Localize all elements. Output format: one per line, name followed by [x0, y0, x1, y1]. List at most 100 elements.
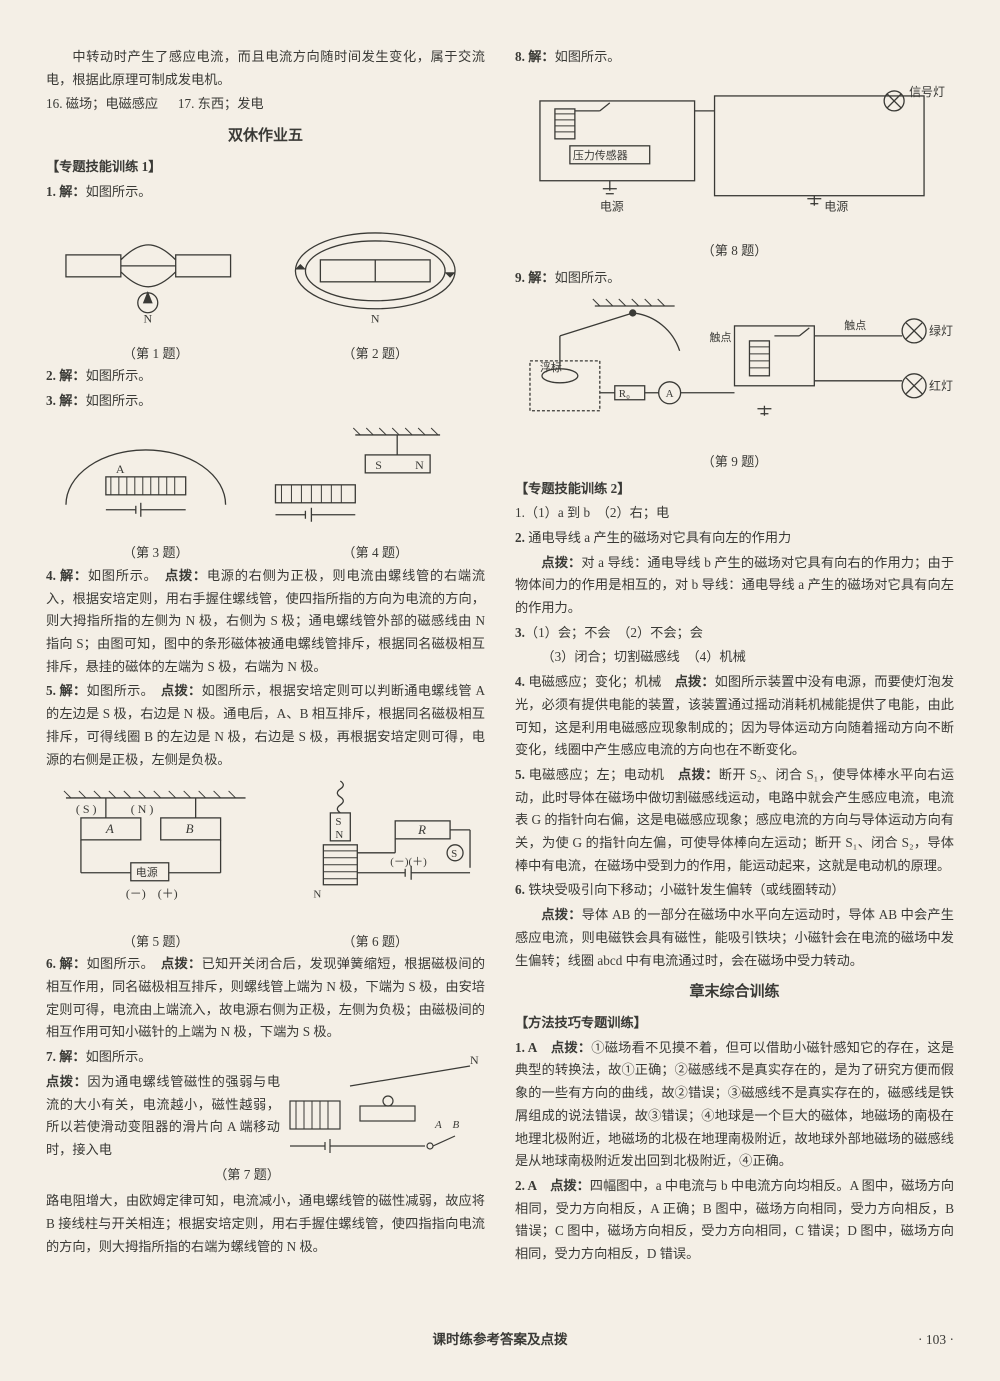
- svg-text:S: S: [375, 458, 382, 472]
- svg-text:电源: 电源: [136, 865, 158, 879]
- item-16-17: 16. 磁场；电磁感应 17. 东西；发电: [46, 93, 485, 116]
- r6-lead: 铁块受吸引向下移动；小磁针发生偏转（或线圈转动）: [528, 882, 845, 897]
- r-item-2: 2. 通电导线 a 产生的磁场对它具有向左的作用力: [515, 527, 954, 550]
- r-item-2-db: 点拨：对 a 导线：通电导线 b 产生的磁场对它具有向右的作用力；由于物体间力的…: [515, 552, 954, 620]
- item-6-label: 6. 解：: [46, 956, 87, 971]
- footer-title: 课时练参考答案及点拨: [126, 1328, 874, 1351]
- m1-label: 1. A: [515, 1040, 537, 1055]
- heading-skill1: 【专题技能训练 1】: [46, 156, 485, 179]
- r-item-4: 4. 电磁感应；变化；机械 点拨：如图所示装置中没有电源，而要使灯泡发光，必须有…: [515, 671, 954, 762]
- svg-text:电源: 电源: [600, 199, 624, 213]
- r-item-3b: （3）闭合；切割磁感线 （4）机械: [515, 646, 954, 669]
- r5-db-label: 点拨：: [678, 767, 719, 782]
- fig9-caption: （第 9 题）: [515, 451, 954, 474]
- item-2: 2. 解：如图所示。: [46, 365, 485, 388]
- item-2-label: 2. 解：: [46, 368, 86, 383]
- r4-lead: 电磁感应；变化；机械: [528, 674, 661, 689]
- heading-method: 【方法技巧专题训练】: [515, 1012, 954, 1035]
- r-item-1: 1.（1）a 到 b （2）右；电: [515, 502, 954, 525]
- fig5-caption: （第 5 题）: [123, 931, 189, 954]
- item-6-db-label: 点拨：: [161, 956, 202, 971]
- svg-text:S: S: [335, 816, 341, 828]
- item-2-text: 如图所示。: [86, 368, 152, 383]
- m1-db-label: 点拨：: [551, 1040, 591, 1055]
- r5-label: 5.: [515, 767, 525, 782]
- item-4-label: 4. 解：: [46, 568, 88, 583]
- section-title-final: 章末综合训练: [515, 980, 954, 1006]
- fig4-caption: （第 4 题）: [342, 542, 408, 565]
- item-3: 3. 解：如图所示。: [46, 390, 485, 413]
- fig3-caption: （第 3 题）: [123, 542, 189, 565]
- svg-text:N: N: [143, 312, 152, 326]
- figure-1-2: N N: [46, 205, 485, 335]
- svg-text:N: N: [371, 312, 380, 326]
- svg-text:S: S: [451, 848, 457, 860]
- svg-text:(－)(＋): (－)(＋): [390, 856, 427, 868]
- r2-label: 2.: [515, 530, 525, 545]
- r2-db-label: 点拨：: [541, 555, 581, 570]
- r5-text: 断开 S₂、闭合 S₁，使导体棒水平向右运动，此时导体在磁场中做切割磁感线运动，…: [515, 767, 954, 873]
- svg-text:红灯: 红灯: [929, 378, 953, 393]
- m2-label: 2. A: [515, 1178, 537, 1193]
- m1-text: ①磁场看不见摸不着，但可以借助小磁针感知它的存在，这是典型的转换法，故①正确；②…: [515, 1040, 954, 1169]
- item-9: 9. 解：如图所示。: [515, 267, 954, 290]
- svg-text:( N ): ( N ): [131, 802, 154, 816]
- r-item-6-db: 点拨：导体 AB 的一部分在磁场中水平向左运动时，导体 AB 中会产生感应电流，…: [515, 904, 954, 972]
- fig6-caption: （第 6 题）: [342, 931, 408, 954]
- item-6-lead: 如图所示。: [87, 956, 148, 971]
- left-column: 中转动时产生了感应电流，而且电流方向随时间发生变化，属于交流电，根据此原理可制成…: [46, 46, 485, 1310]
- figure-7: N A B: [280, 1046, 485, 1176]
- r3-line1: （1）会；不会 （2）不会；会: [525, 625, 703, 640]
- svg-text:信号灯: 信号灯: [909, 85, 945, 99]
- svg-text:电源: 电源: [824, 199, 848, 213]
- figure-8: 压力传感器 电源 信号灯 电源: [515, 71, 954, 231]
- r2-lead: 通电导线 a 产生的磁场对它具有向左的作用力: [528, 530, 791, 545]
- r5-lead: 电磁感应；左；电动机: [529, 767, 665, 782]
- item-1: 1. 解：如图所示。: [46, 181, 485, 204]
- item-7-block: N A B 7. 解：如图所示。 点拨：因为通电螺线管磁性的强弱与电流的大小有关…: [46, 1046, 485, 1190]
- item-5-db-label: 点拨：: [161, 683, 202, 698]
- item-3-text: 如图所示。: [86, 393, 152, 408]
- item-9-text: 如图所示。: [555, 270, 621, 285]
- r-item-5: 5. 电磁感应；左；电动机 点拨：断开 S₂、闭合 S₁，使导体棒水平向右运动，…: [515, 764, 954, 878]
- item-4-db-label: 点拨：: [165, 568, 207, 583]
- page: 中转动时产生了感应电流，而且电流方向随时间发生变化，属于交流电，根据此原理可制成…: [0, 0, 1000, 1381]
- svg-text:触点: 触点: [710, 330, 732, 344]
- figure-5-6: ( S ) ( N ) A B 电源 (－) (＋): [46, 773, 485, 923]
- section-title-weekend5: 双休作业五: [46, 124, 485, 150]
- heading-skill2: 【专题技能训练 2】: [515, 478, 954, 501]
- page-footer: 课时练参考答案及点拨 · 103 ·: [46, 1328, 954, 1351]
- svg-text:浮标: 浮标: [540, 360, 562, 374]
- svg-text:A: A: [666, 388, 674, 400]
- item-7-label: 7. 解：: [46, 1049, 86, 1064]
- m-item-1: 1. A 点拨：①磁场看不见摸不着，但可以借助小磁针感知它的存在，这是典型的转换…: [515, 1037, 954, 1173]
- item-7-lead: 如图所示。: [86, 1049, 152, 1064]
- item-8-text: 如图所示。: [555, 49, 621, 64]
- r-item-6: 6. 铁块受吸引向下移动；小磁针发生偏转（或线圈转动）: [515, 879, 954, 902]
- r6-label: 6.: [515, 882, 525, 897]
- r6-db-label: 点拨：: [541, 907, 581, 922]
- item-8-label: 8. 解：: [515, 49, 555, 64]
- svg-text:B: B: [186, 821, 194, 836]
- item-3-label: 3. 解：: [46, 393, 86, 408]
- r4-label: 4.: [515, 674, 525, 689]
- item-5: 5. 解：如图所示。 点拨：如图所示，根据安培定则可以判断通电螺线管 A 的左边…: [46, 680, 485, 771]
- top-continuation: 中转动时产生了感应电流，而且电流方向随时间发生变化，属于交流电，根据此原理可制成…: [46, 46, 485, 91]
- item-4: 4. 解：如图所示。 点拨：电源的右侧为正极，则电流由螺线管的右端流入，根据安培…: [46, 565, 485, 679]
- item-8: 8. 解：如图所示。: [515, 46, 954, 69]
- svg-text:R: R: [417, 822, 426, 837]
- r-item-3: 3.（1）会；不会 （2）不会；会: [515, 622, 954, 645]
- svg-text:A: A: [116, 462, 125, 476]
- item-5-lead: 如图所示。: [87, 683, 148, 698]
- item-4-lead: 如图所示。: [88, 568, 151, 583]
- svg-text:N: N: [415, 458, 424, 472]
- m2-db-label: 点拨：: [550, 1178, 590, 1193]
- item-17: 17. 东西；发电: [178, 96, 264, 111]
- svg-text:N: N: [335, 829, 343, 841]
- svg-text:N: N: [313, 889, 321, 901]
- r6-text: 导体 AB 的一部分在磁场中水平向左运动时，导体 AB 中会产生感应电流，则电磁…: [515, 907, 954, 967]
- item-7-cont: 路电阻增大，由欧姆定律可知，电流减小，通电螺线管的磁性减弱，故应将 B 接线柱与…: [46, 1190, 485, 1258]
- item-7-db-label: 点拨：: [46, 1074, 87, 1089]
- svg-text:(－) (＋): (－) (＋): [126, 887, 178, 901]
- figure-3-4: A S N: [46, 415, 485, 535]
